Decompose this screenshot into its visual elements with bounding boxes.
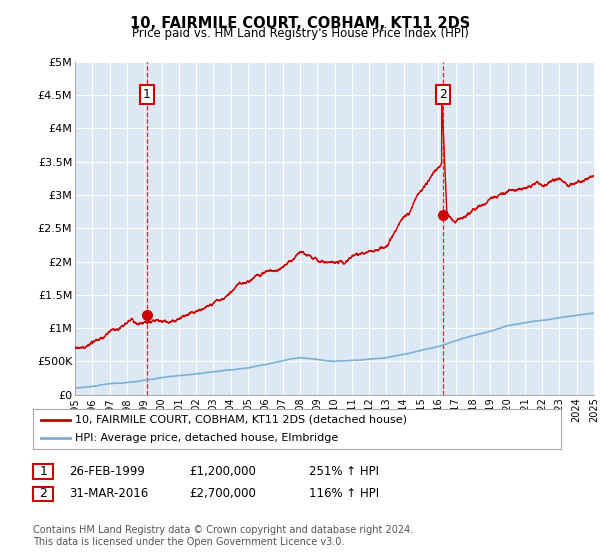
- Text: Contains HM Land Registry data © Crown copyright and database right 2024.
This d: Contains HM Land Registry data © Crown c…: [33, 525, 413, 547]
- Text: 2: 2: [439, 88, 446, 101]
- Text: 10, FAIRMILE COURT, COBHAM, KT11 2DS: 10, FAIRMILE COURT, COBHAM, KT11 2DS: [130, 16, 470, 31]
- Text: 26-FEB-1999: 26-FEB-1999: [69, 465, 145, 478]
- Text: £1,200,000: £1,200,000: [189, 465, 256, 478]
- Text: 10, FAIRMILE COURT, COBHAM, KT11 2DS (detached house): 10, FAIRMILE COURT, COBHAM, KT11 2DS (de…: [75, 415, 407, 424]
- Text: 1: 1: [143, 88, 151, 101]
- Text: HPI: Average price, detached house, Elmbridge: HPI: Average price, detached house, Elmb…: [75, 433, 338, 443]
- Text: 31-MAR-2016: 31-MAR-2016: [69, 487, 148, 501]
- Text: 2: 2: [39, 487, 47, 501]
- Text: 116% ↑ HPI: 116% ↑ HPI: [309, 487, 379, 501]
- Text: 251% ↑ HPI: 251% ↑ HPI: [309, 465, 379, 478]
- Text: 1: 1: [39, 465, 47, 478]
- Text: Price paid vs. HM Land Registry's House Price Index (HPI): Price paid vs. HM Land Registry's House …: [131, 27, 469, 40]
- Text: £2,700,000: £2,700,000: [189, 487, 256, 501]
